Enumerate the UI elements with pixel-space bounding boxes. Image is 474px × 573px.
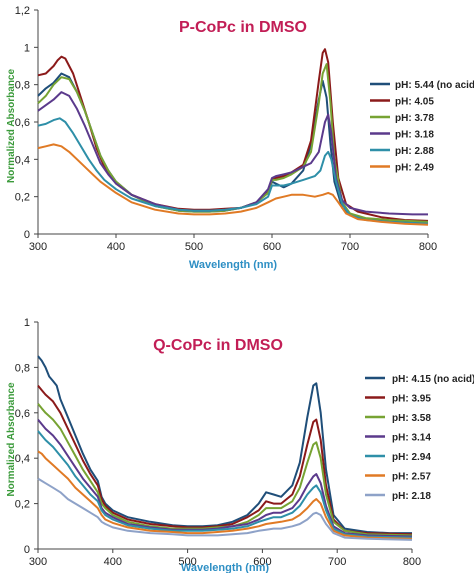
series-line-5 — [37, 117, 429, 225]
y-tick-label: 0,4 — [15, 154, 30, 166]
legend-label: pH: 3.18 — [395, 130, 434, 141]
x-tick-label: 500 — [178, 556, 196, 568]
x-tick-label: 700 — [328, 556, 346, 568]
y-tick-label: 0 — [24, 229, 30, 241]
y-tick-label: 0,4 — [15, 453, 30, 465]
y-tick-label: 0,2 — [15, 192, 30, 204]
x-tick-label: 400 — [107, 241, 125, 253]
series-line-1 — [37, 355, 412, 535]
series-line-2 — [37, 48, 429, 222]
series-line-3 — [37, 403, 413, 537]
chart-panel-2: 0 0,2 0,4 0,6 0,8 1 300 400 500 600 700 800 Waveleng… — [6, 317, 474, 573]
x-tick-label: 800 — [403, 556, 421, 568]
legend-label: pH: 4.05 — [395, 97, 434, 108]
legend-label: pH: 5.44 (no acid) — [395, 80, 474, 91]
series-line-7 — [37, 477, 413, 541]
x-tick-label: 500 — [185, 241, 203, 253]
legend-label: pH: 2.88 — [395, 146, 434, 157]
legend-label: pH: 2.49 — [395, 163, 434, 174]
x-axis-label: Wavelength (nm) — [189, 259, 278, 271]
series-line-3 — [37, 63, 429, 223]
legend-label: pH: 3.58 — [392, 413, 431, 424]
x-tick-label: 600 — [263, 241, 281, 253]
series-line-6 — [37, 450, 413, 540]
y-tick-label: 1,2 — [15, 5, 30, 17]
y-tick-label: 1 — [24, 317, 30, 329]
series-line-4 — [37, 91, 428, 216]
legend-label: pH: 3.14 — [392, 433, 431, 444]
x-tick-label: 300 — [29, 241, 47, 253]
x-tick-label: 600 — [253, 556, 271, 568]
series-line-5 — [37, 430, 413, 539]
y-tick-label: 0 — [24, 544, 30, 556]
chart-title: Q-CoPc in DMSO — [153, 337, 283, 354]
y-tick-label: 0,6 — [15, 408, 30, 420]
x-tick-label: 800 — [419, 241, 437, 253]
y-axis-label: Normalized Absorbance — [6, 69, 17, 184]
y-tick-label: 0,2 — [15, 499, 30, 511]
legend-label: pH: 2.94 — [392, 452, 431, 463]
chart-title: P-CoPc in DMSO — [179, 19, 307, 36]
x-tick-label: 400 — [104, 556, 122, 568]
series-line-2 — [37, 384, 413, 536]
x-tick-label: 300 — [29, 556, 47, 568]
series-line-6 — [37, 143, 429, 226]
legend-label: pH: 3.95 — [392, 394, 431, 405]
y-tick-label: 0,8 — [15, 362, 30, 374]
x-axis-label: Wavelength (nm) — [181, 562, 270, 573]
series-line-4 — [37, 418, 413, 538]
y-tick-label: 0,6 — [15, 117, 30, 129]
y-axis-label: Normalized Absorbance — [6, 382, 17, 497]
legend-label: pH: 2.18 — [392, 491, 431, 502]
legend-label: pH: 2.57 — [392, 472, 431, 483]
chart-panel-1: 0 0,2 0,4 0,6 0,8 1 1,2 300 400 500 600 700 800 Wavel… — [6, 5, 474, 271]
y-tick-label: 1 — [24, 42, 30, 54]
legend-label: pH: 3.78 — [395, 113, 434, 124]
legend-label: pH: 4.15 (no acid) — [392, 374, 474, 385]
x-tick-label: 700 — [341, 241, 359, 253]
y-tick-label: 0,8 — [15, 80, 30, 92]
